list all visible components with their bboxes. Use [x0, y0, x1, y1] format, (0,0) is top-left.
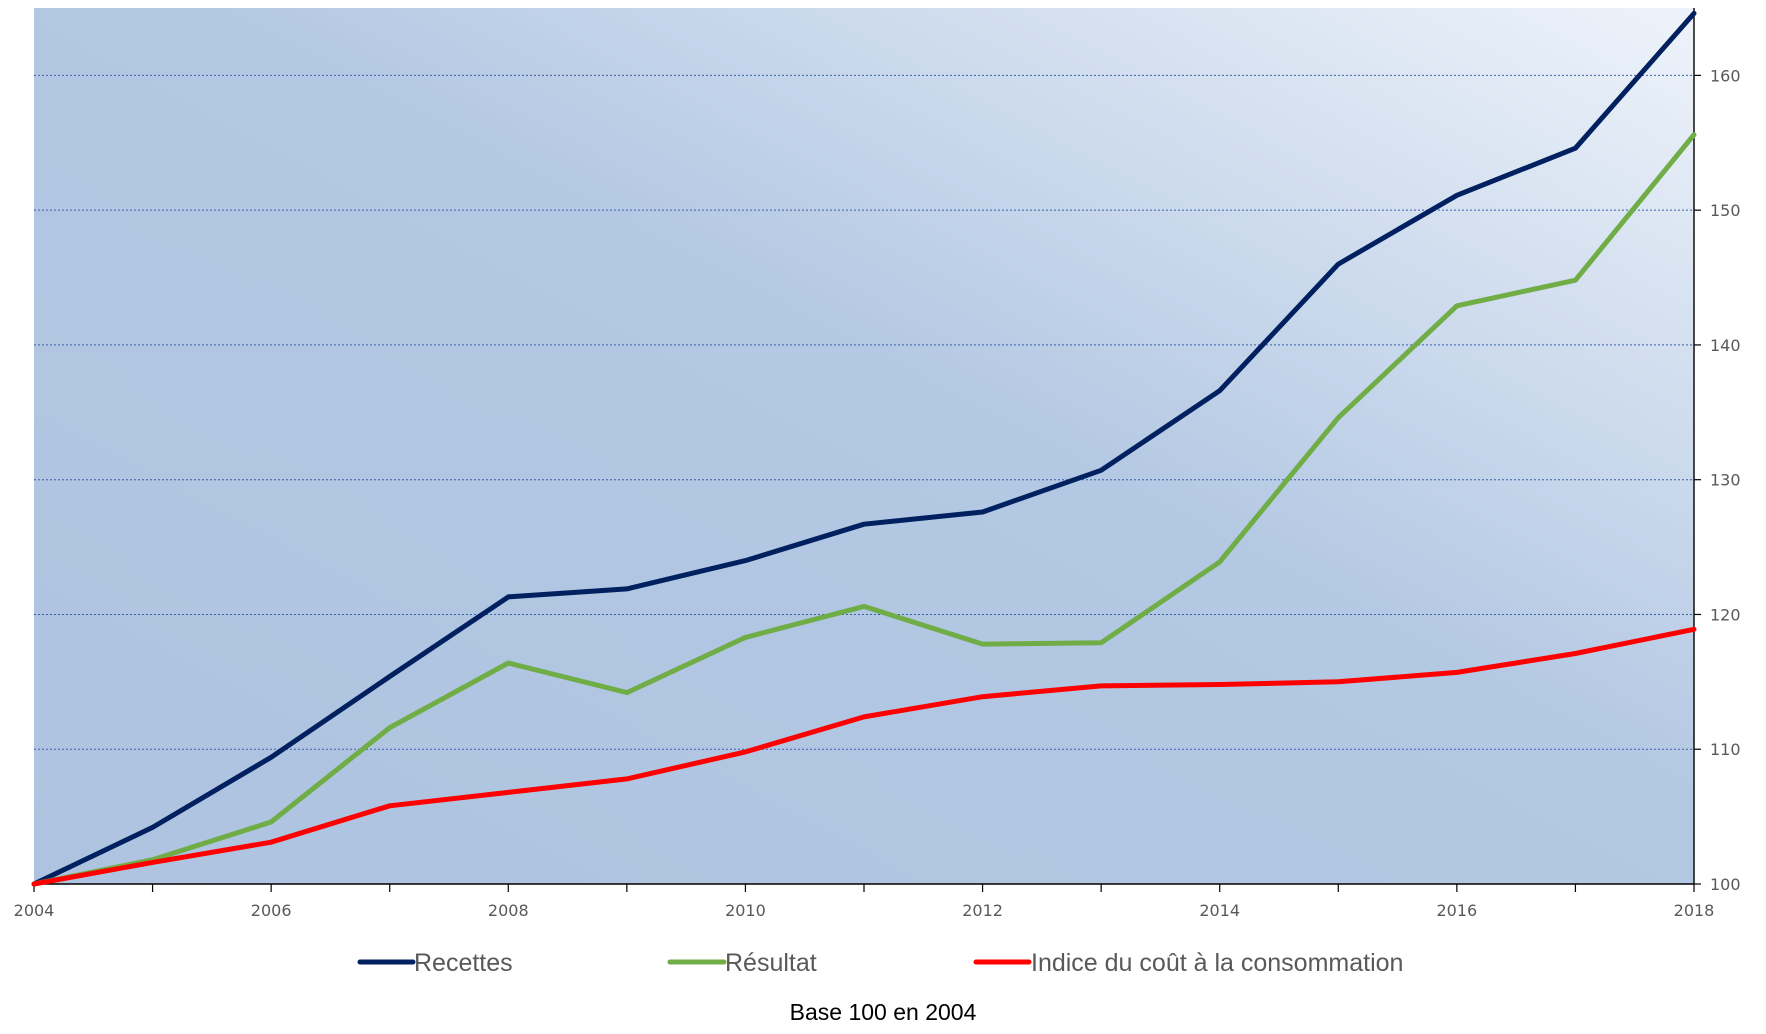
x-tick-label: 2006	[251, 901, 292, 920]
y-tick-label: 140	[1710, 336, 1741, 355]
series-line-1	[31, 132, 1697, 887]
y-tick-label: 100	[1710, 875, 1741, 894]
plot-area	[34, 8, 1694, 884]
legend: Recettes Résultat Indice du coût à la cons…	[357, 949, 1403, 977]
series-line-0	[31, 10, 1697, 887]
x-tick-label: 2014	[1199, 901, 1240, 920]
legend-label-2: Indice du coût à la consommation	[1031, 949, 1403, 977]
legend-label-1: Résultat	[725, 949, 817, 977]
series-lines	[31, 10, 1697, 887]
x-tick-label: 2016	[1436, 901, 1477, 920]
gridlines	[34, 74, 1694, 750]
y-tick-label: 160	[1710, 66, 1741, 85]
x-tick-label: 2018	[1674, 901, 1715, 920]
chart-footnote: Base 100 en 2004	[790, 999, 977, 1025]
y-tick-label: 150	[1710, 201, 1741, 220]
x-tick-label: 2010	[725, 901, 766, 920]
x-tick-label: 2004	[14, 901, 55, 920]
y-tick-label: 130	[1710, 471, 1741, 490]
legend-label-0: Recettes	[414, 949, 513, 977]
y-tick-label: 110	[1710, 740, 1741, 759]
x-tick-label: 2008	[488, 901, 529, 920]
axes: 100 110 120 130 140 150 160 2004 2006 2008 2010 201…	[14, 8, 1741, 920]
x-tick-label: 2012	[962, 901, 1003, 920]
series-line-2	[31, 626, 1697, 887]
y-tick-label: 120	[1710, 605, 1741, 624]
